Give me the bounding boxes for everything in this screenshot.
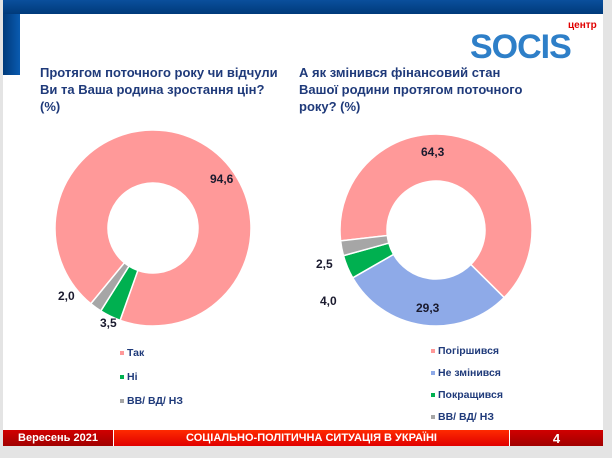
- data-label: 4,0: [320, 294, 337, 308]
- chart2-title: А як змінився фінансовий стан Вашої роди…: [299, 65, 523, 114]
- legend-swatch: [120, 351, 124, 355]
- donut-slice: [339, 133, 533, 299]
- chart1-title: Протягом поточного року чи відчули Ви та…: [40, 65, 278, 114]
- legend-item: ВВ/ ВД/ НЗ: [431, 406, 503, 428]
- data-label: 64,3: [421, 145, 445, 159]
- top-bar: [3, 0, 603, 14]
- data-label: 2,0: [58, 289, 75, 303]
- footer-date: Вересень 2021: [3, 430, 114, 446]
- donut-slice: [89, 261, 131, 312]
- data-label: 29,3: [416, 301, 440, 315]
- legend-label: Ні: [127, 371, 138, 383]
- legend-swatch: [431, 349, 435, 353]
- legend-label: Так: [127, 347, 145, 359]
- legend-swatch: [431, 415, 435, 419]
- socis-logo: центр SOCIS: [470, 20, 597, 60]
- legend-item: ВВ/ ВД/ НЗ: [120, 389, 183, 413]
- logo-main-text: SOCIS: [470, 28, 571, 60]
- donut-slice: [54, 129, 252, 327]
- legend-item: Погіршився: [431, 340, 503, 362]
- legend-swatch: [120, 399, 124, 403]
- legend-item: Покращився: [431, 384, 503, 406]
- legend-swatch: [431, 393, 435, 397]
- footer-title: СОЦІАЛЬНО-ПОЛІТИЧНА СИТУАЦІЯ В УКРАЇНІ: [114, 430, 510, 446]
- legend-label: Покращився: [438, 389, 503, 401]
- legend-item: Не змінився: [431, 362, 503, 384]
- legend-item: Ні: [120, 365, 183, 389]
- footer: Вересень 2021 СОЦІАЛЬНО-ПОЛІТИЧНА СИТУАЦ…: [3, 430, 603, 446]
- donut-slice: [339, 234, 390, 257]
- logo-small-text: центр: [568, 20, 597, 31]
- legend-label: ВВ/ ВД/ НЗ: [127, 395, 183, 407]
- legend-swatch: [431, 371, 435, 375]
- legend-label: Не змінився: [438, 367, 501, 379]
- chart1-legend: Так Ні ВВ/ ВД/ НЗ: [120, 341, 183, 413]
- data-label: 94,6: [210, 172, 234, 186]
- left-accent-bar: [3, 14, 20, 75]
- page-number: 4: [510, 430, 603, 446]
- data-label: 3,5: [100, 316, 117, 330]
- legend-item: Так: [120, 341, 183, 365]
- donut-slice: [351, 253, 506, 327]
- data-label: 2,5: [316, 257, 333, 271]
- legend-label: ВВ/ ВД/ НЗ: [438, 411, 494, 423]
- legend-label: Погіршився: [438, 345, 500, 357]
- chart2-legend: Погіршився Не змінився Покращився ВВ/ ВД/ Н…: [431, 340, 503, 428]
- legend-swatch: [120, 375, 124, 379]
